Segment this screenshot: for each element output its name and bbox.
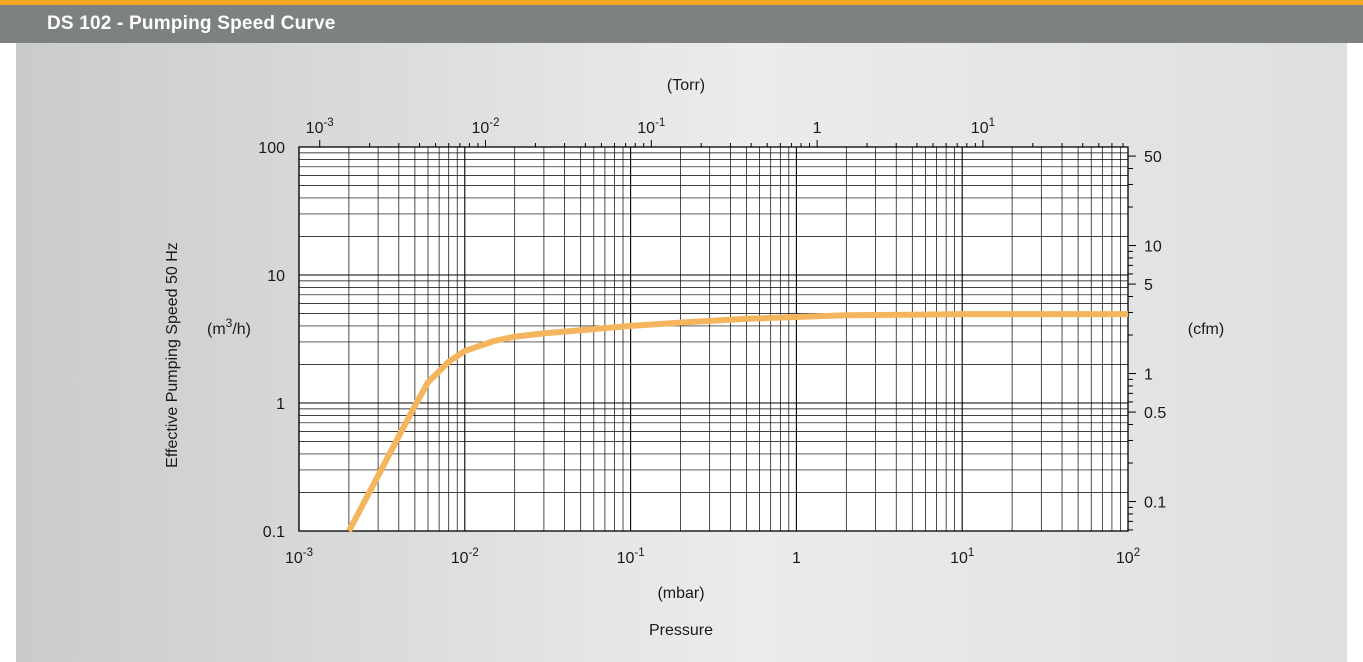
y-axis-label: Effective Pumping Speed 50 Hz [164, 242, 181, 468]
y-tick-label: 1 [276, 396, 285, 413]
x-axis-label: Pressure [649, 622, 713, 639]
y2-tick-label: 50 [1144, 149, 1162, 166]
top-axis-ticks [319, 140, 1124, 147]
x-tick-label: 1 [792, 550, 801, 567]
x-tick-label: 102 [1116, 547, 1140, 567]
plot-area [299, 147, 1128, 531]
x-axis-tick-labels: 10-3 10-2 10-1 1 101 102 [285, 547, 1140, 567]
y2-tick-label: 0.5 [1144, 405, 1166, 422]
x-tick-label: 101 [950, 547, 974, 567]
y2-tick-label: 5 [1144, 277, 1153, 294]
title-bar: DS 102 - Pumping Speed Curve [0, 5, 1363, 43]
x-tick-label: 10-3 [285, 547, 313, 567]
y-axis-unit: (m3/h) [207, 316, 251, 338]
y2-tick-label: 10 [1144, 239, 1162, 256]
y2-axis-unit: (cfm) [1188, 321, 1224, 338]
y2-tick-label: 1 [1144, 367, 1153, 384]
x-tick-label: 10-1 [617, 547, 645, 567]
x2-tick-label: 10-1 [637, 117, 665, 137]
y2-tick-label: 0.1 [1144, 495, 1166, 512]
x-axis-unit: (mbar) [657, 585, 704, 602]
x2-axis-tick-labels: 10-3 10-2 10-1 1 101 [306, 117, 995, 137]
y-tick-label: 100 [258, 140, 285, 157]
x2-axis-unit: (Torr) [667, 77, 705, 94]
grid-lines [298, 147, 1128, 532]
right-axis-ticks [1128, 155, 1136, 531]
x2-tick-label: 1 [813, 120, 822, 137]
x2-tick-label: 10-2 [471, 117, 499, 137]
y-axis-tick-labels: 0.1 1 10 100 [258, 140, 285, 541]
y-tick-label: 10 [267, 268, 285, 285]
accent-bar [0, 0, 1363, 5]
x2-tick-label: 101 [971, 117, 995, 137]
y2-axis-tick-labels: 50 10 5 1 0.5 0.1 [1144, 149, 1166, 511]
series-line-speed [346, 311, 1128, 533]
plot-border [298, 146, 1129, 532]
y-tick-label: 0.1 [263, 524, 285, 541]
x2-tick-label: 10-3 [306, 117, 334, 137]
x-tick-label: 10-2 [451, 547, 479, 567]
page-title: DS 102 - Pumping Speed Curve [47, 13, 336, 34]
